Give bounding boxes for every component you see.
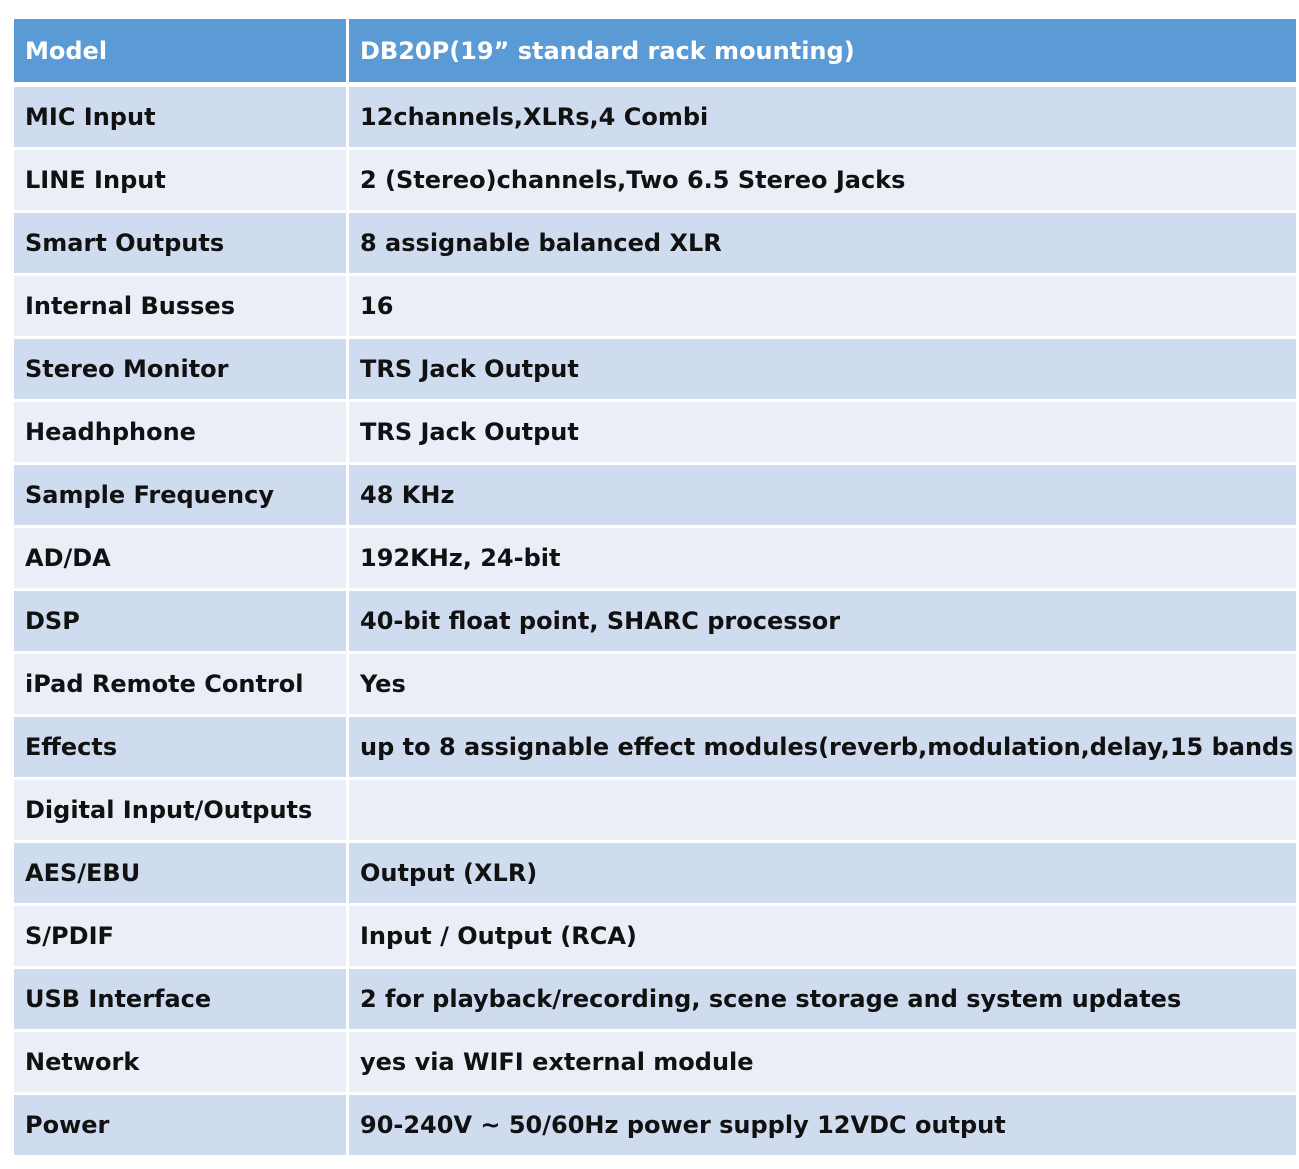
spec-label-cell: S/PDIF: [14, 906, 349, 969]
table-row: Effects up to 8 assignable effect module…: [14, 717, 1296, 780]
table-row: AD/DA 192KHz, 24-bit: [14, 528, 1296, 591]
spec-value-cell: [349, 780, 1296, 843]
spec-table-header: Model DB20P(19” standard rack mounting): [14, 19, 1296, 87]
table-row: iPad Remote Control Yes: [14, 654, 1296, 717]
table-row: Smart Outputs 8 assignable balanced XLR: [14, 213, 1296, 276]
spec-value-cell: 48 KHz: [349, 465, 1296, 528]
table-row: Network yes via WIFI external module: [14, 1032, 1296, 1095]
spec-value-cell: Input / Output (RCA): [349, 906, 1296, 969]
spec-label-cell: LINE Input: [14, 150, 349, 213]
spec-value-cell: 40-bit float point, SHARC processor: [349, 591, 1296, 654]
spec-value-cell: TRS Jack Output: [349, 339, 1296, 402]
spec-value-cell: up to 8 assignable effect modules(reverb…: [349, 717, 1296, 780]
table-row: Stereo Monitor TRS Jack Output: [14, 339, 1296, 402]
spec-value-cell: Yes: [349, 654, 1296, 717]
table-row: Sample Frequency 48 KHz: [14, 465, 1296, 528]
spec-value-cell: 90-240V ~ 50/60Hz power supply 12VDC out…: [349, 1095, 1296, 1158]
table-row: Digital Input/Outputs: [14, 780, 1296, 843]
table-row: DSP 40-bit float point, SHARC processor: [14, 591, 1296, 654]
spec-value-cell: TRS Jack Output: [349, 402, 1296, 465]
header-label-cell: Model: [14, 19, 349, 87]
spec-label-cell: Effects: [14, 717, 349, 780]
spec-value-cell: 16: [349, 276, 1296, 339]
spec-table: Model DB20P(19” standard rack mounting) …: [14, 19, 1296, 1158]
spec-value-cell: yes via WIFI external module: [349, 1032, 1296, 1095]
spec-label-cell: AES/EBU: [14, 843, 349, 906]
spec-table-body: MIC Input 12channels,XLRs,4 Combi LINE I…: [14, 87, 1296, 1158]
spec-label-cell: AD/DA: [14, 528, 349, 591]
spec-label-cell: DSP: [14, 591, 349, 654]
spec-label-cell: MIC Input: [14, 87, 349, 150]
spec-label-cell: Sample Frequency: [14, 465, 349, 528]
table-row: Headhphone TRS Jack Output: [14, 402, 1296, 465]
table-row: USB Interface 2 for playback/recording, …: [14, 969, 1296, 1032]
table-row: MIC Input 12channels,XLRs,4 Combi: [14, 87, 1296, 150]
spec-value-cell: 2 (Stereo)channels,Two 6.5 Stereo Jacks: [349, 150, 1296, 213]
spec-value-cell: 8 assignable balanced XLR: [349, 213, 1296, 276]
spec-value-cell: 192KHz, 24-bit: [349, 528, 1296, 591]
table-row: Power 90-240V ~ 50/60Hz power supply 12V…: [14, 1095, 1296, 1158]
table-row: Internal Busses 16: [14, 276, 1296, 339]
spec-value-cell: 2 for playback/recording, scene storage …: [349, 969, 1296, 1032]
table-row: S/PDIF Input / Output (RCA): [14, 906, 1296, 969]
spec-label-cell: Digital Input/Outputs: [14, 780, 349, 843]
spec-label-cell: Power: [14, 1095, 349, 1158]
table-row: LINE Input 2 (Stereo)channels,Two 6.5 St…: [14, 150, 1296, 213]
spec-label-cell: Stereo Monitor: [14, 339, 349, 402]
spec-label-cell: USB Interface: [14, 969, 349, 1032]
table-row: AES/EBU Output (XLR): [14, 843, 1296, 906]
spec-label-cell: Headhphone: [14, 402, 349, 465]
header-value-cell: DB20P(19” standard rack mounting): [349, 19, 1296, 87]
spec-label-cell: Internal Busses: [14, 276, 349, 339]
spec-label-cell: Network: [14, 1032, 349, 1095]
spec-value-cell: Output (XLR): [349, 843, 1296, 906]
header-row: Model DB20P(19” standard rack mounting): [14, 19, 1296, 87]
spec-label-cell: Smart Outputs: [14, 213, 349, 276]
spec-label-cell: iPad Remote Control: [14, 654, 349, 717]
spec-value-cell: 12channels,XLRs,4 Combi: [349, 87, 1296, 150]
